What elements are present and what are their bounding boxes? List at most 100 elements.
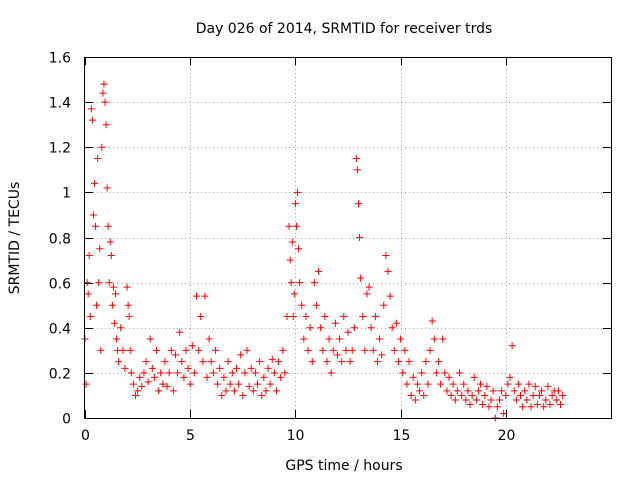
data-point-plus bbox=[369, 346, 377, 354]
data-point-plus bbox=[542, 396, 550, 404]
data-point-plus bbox=[424, 380, 432, 388]
data-point-plus bbox=[321, 312, 329, 320]
data-point-plus bbox=[422, 358, 430, 366]
data-point-plus bbox=[519, 403, 527, 411]
data-point-plus bbox=[378, 351, 386, 359]
data-point-plus bbox=[308, 358, 316, 366]
data-point-plus bbox=[87, 105, 95, 113]
data-point-plus bbox=[109, 283, 117, 291]
data-point-plus bbox=[512, 396, 520, 404]
data-point-plus bbox=[485, 403, 493, 411]
data-point-plus bbox=[286, 256, 294, 264]
data-point-plus bbox=[428, 317, 436, 325]
data-point-plus bbox=[281, 369, 289, 377]
data-point-plus bbox=[327, 369, 335, 377]
data-point-plus bbox=[432, 369, 440, 377]
x-tick-labels: 0 5 10 15 20 bbox=[81, 428, 515, 444]
data-point-plus bbox=[138, 382, 146, 390]
data-point-plus bbox=[243, 346, 251, 354]
data-point-plus bbox=[136, 373, 144, 381]
data-point-plus bbox=[439, 335, 447, 343]
data-point-plus bbox=[498, 387, 506, 395]
data-point-plus bbox=[190, 369, 198, 377]
data-point-plus bbox=[304, 346, 312, 354]
data-point-plus bbox=[176, 328, 184, 336]
data-point-plus bbox=[195, 346, 203, 354]
data-point-plus bbox=[382, 252, 390, 260]
data-point-plus bbox=[89, 211, 97, 219]
data-point-plus bbox=[462, 396, 470, 404]
data-point-plus bbox=[121, 364, 129, 372]
data-point-plus bbox=[254, 380, 262, 388]
data-point-plus bbox=[319, 346, 327, 354]
data-point-plus bbox=[92, 222, 100, 230]
data-point-plus bbox=[504, 380, 512, 388]
data-point-plus bbox=[113, 335, 121, 343]
data-point-plus bbox=[407, 391, 415, 399]
data-point-plus bbox=[310, 279, 318, 287]
data-point-plus bbox=[487, 396, 495, 404]
data-point-plus bbox=[292, 222, 300, 230]
data-point-plus bbox=[159, 380, 167, 388]
y-tick-label: 0.6 bbox=[49, 277, 71, 293]
x-tick-label: 15 bbox=[393, 428, 411, 444]
data-point-plus bbox=[371, 312, 379, 320]
data-point-plus bbox=[224, 358, 232, 366]
data-point-plus bbox=[470, 373, 478, 381]
data-point-plus bbox=[182, 346, 190, 354]
data-point-plus bbox=[100, 80, 108, 88]
data-point-plus bbox=[126, 346, 134, 354]
data-point-plus bbox=[161, 358, 169, 366]
data-point-plus bbox=[99, 89, 107, 97]
data-point-plus bbox=[193, 292, 201, 300]
data-point-plus bbox=[376, 335, 384, 343]
y-axis-label: SRMTID / TECUs bbox=[7, 182, 23, 295]
data-point-plus bbox=[169, 387, 177, 395]
data-point-plus bbox=[237, 351, 245, 359]
x-tick-label: 0 bbox=[81, 428, 90, 444]
data-point-plus bbox=[333, 351, 341, 359]
data-point-plus bbox=[256, 358, 264, 366]
data-point-plus bbox=[107, 252, 115, 260]
data-point-plus bbox=[323, 358, 331, 366]
data-point-plus bbox=[174, 369, 182, 377]
data-point-plus bbox=[110, 319, 118, 327]
data-point-plus bbox=[129, 380, 137, 388]
data-point-plus bbox=[268, 355, 276, 363]
data-point-plus bbox=[363, 290, 371, 298]
data-point-plus bbox=[533, 400, 541, 408]
data-point-plus bbox=[353, 166, 361, 174]
data-point-plus bbox=[426, 346, 434, 354]
data-point-plus bbox=[157, 369, 165, 377]
data-point-plus bbox=[211, 346, 219, 354]
data-point-plus bbox=[392, 319, 400, 327]
data-point-plus bbox=[93, 301, 101, 309]
data-point-plus bbox=[523, 396, 531, 404]
data-point-plus bbox=[458, 391, 466, 399]
data-point-plus bbox=[489, 387, 497, 395]
data-point-plus bbox=[416, 387, 424, 395]
axis-ticks bbox=[85, 57, 611, 419]
data-point-plus bbox=[106, 238, 114, 246]
data-point-plus bbox=[144, 378, 152, 386]
data-point-plus bbox=[104, 222, 112, 230]
data-point-plus bbox=[262, 387, 270, 395]
data-point-plus bbox=[270, 369, 278, 377]
data-point-plus bbox=[388, 324, 396, 332]
data-point-plus bbox=[146, 335, 154, 343]
data-point-plus bbox=[222, 387, 230, 395]
data-point-plus bbox=[344, 328, 352, 336]
data-point-plus bbox=[131, 391, 139, 399]
data-point-plus bbox=[409, 373, 417, 381]
data-point-plus bbox=[288, 238, 296, 246]
data-point-plus bbox=[445, 373, 453, 381]
data-point-plus bbox=[95, 279, 103, 287]
data-point-plus bbox=[312, 301, 320, 309]
data-point-plus bbox=[361, 346, 369, 354]
data-point-plus bbox=[218, 391, 226, 399]
data-point-plus bbox=[317, 324, 325, 332]
data-point-plus bbox=[167, 346, 175, 354]
data-point-plus bbox=[359, 312, 367, 320]
data-point-plus bbox=[186, 380, 194, 388]
y-tick-label: 0.2 bbox=[49, 367, 71, 383]
